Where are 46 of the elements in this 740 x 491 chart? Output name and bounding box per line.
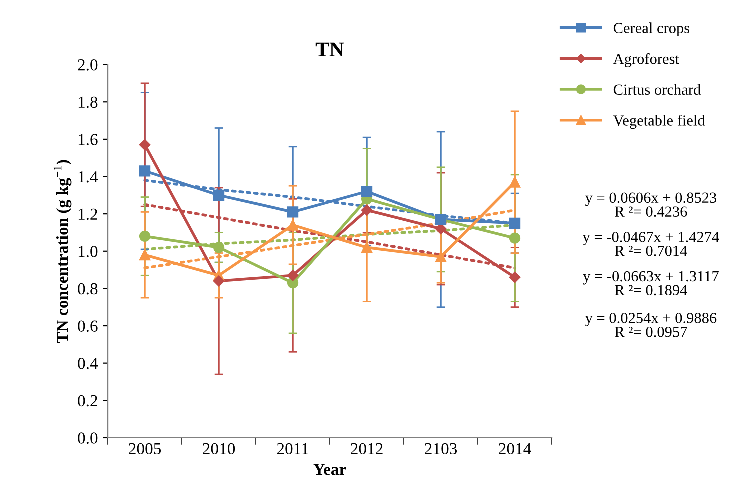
y-tick-label: 1.6 xyxy=(78,134,98,146)
text: y = -0.0467x + 1.4274 R ²= 0.7014 xyxy=(582,232,720,256)
point xyxy=(139,250,151,261)
x-tick-label: 2005 xyxy=(129,443,162,455)
point xyxy=(139,230,151,242)
x-tick-label: 2012 xyxy=(351,443,383,455)
text: y = 0.0254x + 0.9886 R ²= 0.0957 xyxy=(585,313,717,338)
y-tick-label: 1.0 xyxy=(78,246,98,258)
text: y = 0.0606x + 0.8523 R ²= 0.4236 xyxy=(585,192,717,218)
y-tick-label: 0.0 xyxy=(78,432,98,444)
x-tick-label: 2010 xyxy=(203,443,236,455)
point xyxy=(287,206,299,218)
y-tick-label: 2.0 xyxy=(78,60,98,71)
y-tick-label: 1.4 xyxy=(78,172,98,183)
y-tick-label: 0.4 xyxy=(78,358,98,370)
legend-label: Cereal crops xyxy=(614,22,690,37)
point xyxy=(361,204,373,216)
text: y = -0.0663x + 1.3117 R ²= 0.1894 xyxy=(583,271,719,296)
y-tick-label: 0.2 xyxy=(78,395,98,407)
point xyxy=(509,218,521,229)
x-tick-label: 2103 xyxy=(425,443,458,455)
x-tick-label: 2011 xyxy=(277,443,308,455)
point xyxy=(509,176,521,188)
point xyxy=(213,190,225,201)
point xyxy=(287,270,299,282)
legend-label: Agroforest xyxy=(613,53,680,68)
y-tick-label: 0.6 xyxy=(78,320,98,332)
x-tick-label: 2014 xyxy=(499,443,532,455)
y-tick-label: 1.8 xyxy=(78,96,98,108)
point xyxy=(361,242,373,254)
point xyxy=(509,232,521,244)
x-axis-title: Year xyxy=(314,464,346,476)
legend-label: Cirtus orchard xyxy=(614,84,701,96)
point xyxy=(287,220,299,231)
point xyxy=(213,242,225,254)
point xyxy=(139,139,151,151)
point xyxy=(361,186,373,198)
point xyxy=(435,251,447,263)
y-tick-label: 1.2 xyxy=(78,208,98,220)
y-axis-title: TN concentration (g kg$^{−1}$) xyxy=(54,160,72,344)
legend-label: Vegetable field xyxy=(613,114,706,130)
y-tick-label: 0.8 xyxy=(78,283,98,295)
chart-title: TN xyxy=(316,42,344,56)
point xyxy=(139,166,151,177)
point xyxy=(213,276,225,287)
point xyxy=(509,272,521,284)
